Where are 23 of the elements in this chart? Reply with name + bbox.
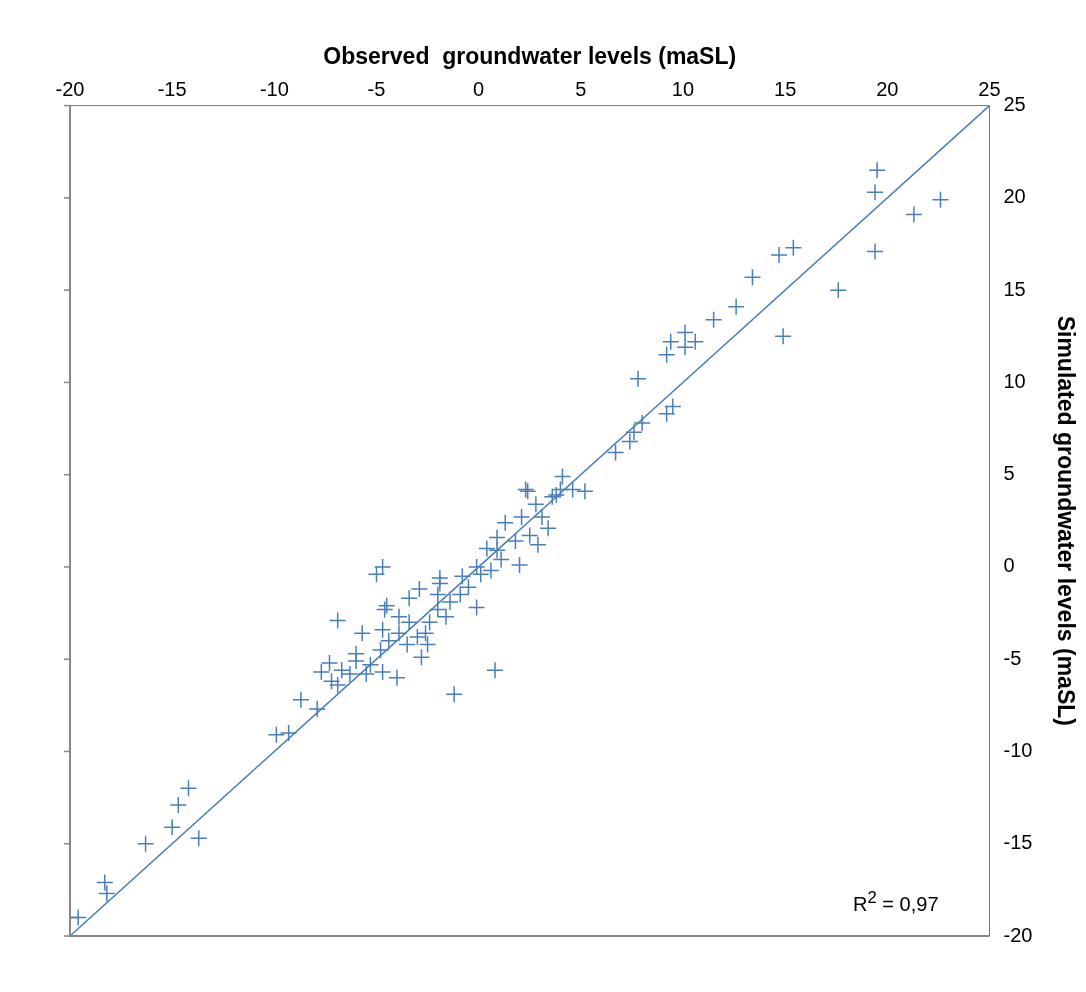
y-tick-label: -20: [1003, 923, 1033, 946]
y-tick-label: 20: [1003, 185, 1026, 208]
x-tick-label: -20: [55, 78, 85, 101]
x-tick-label: 20: [876, 78, 899, 101]
x-tick-label: 25: [978, 78, 1001, 101]
y-tick-label: 15: [1003, 277, 1026, 300]
x-tick-label: -10: [259, 78, 289, 101]
x-tick-label: 15: [774, 78, 797, 101]
y-tick-label: 10: [1003, 369, 1026, 392]
x-tick-label: -15: [157, 78, 187, 101]
annotation: R$^{2}$ = 0,97: [847, 886, 945, 918]
y-tick-label: -10: [1003, 738, 1033, 761]
y-tick-label: 0: [1003, 554, 1015, 577]
x-tick-label: 0: [473, 78, 485, 101]
y-tick-label: -15: [1003, 831, 1033, 854]
x-tick-label: 5: [575, 78, 587, 101]
y-axis-title: Simulated groundwater levels (maSL): [1052, 315, 1079, 726]
y-tick-label: 5: [1003, 462, 1015, 485]
y-tick-label: 25: [1003, 93, 1026, 116]
x-axis-title: Observed groundwater levels (maSL): [323, 43, 737, 70]
x-tick-label: 10: [671, 78, 695, 101]
y-tick-label: -5: [1003, 646, 1022, 669]
x-tick-label: -5: [367, 78, 386, 101]
